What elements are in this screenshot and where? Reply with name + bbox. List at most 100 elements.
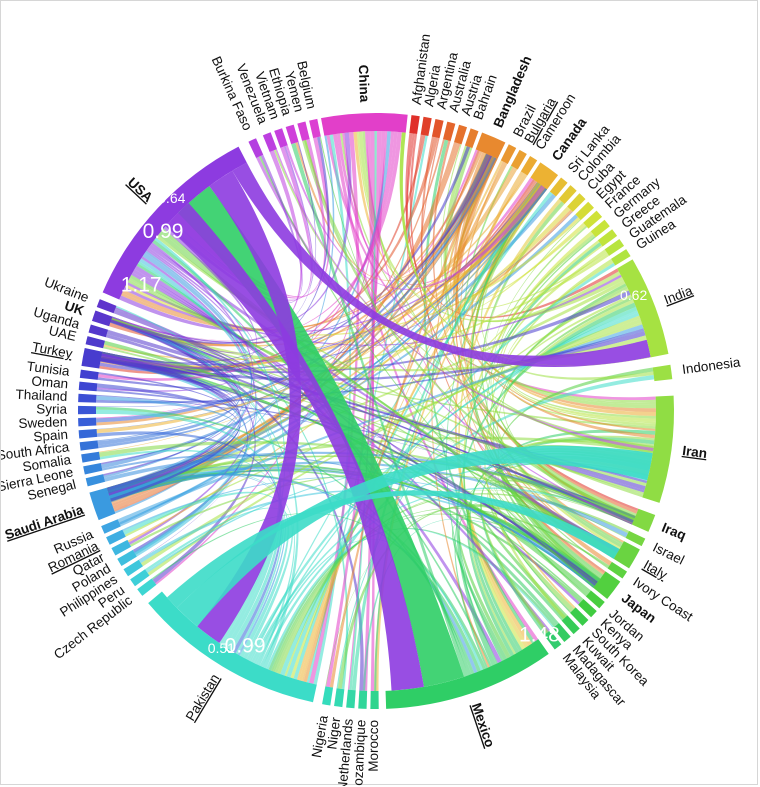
arc-thailand (78, 393, 97, 403)
arc-tunisia (79, 369, 99, 380)
flow-ribbon (453, 151, 656, 412)
flow-ribbon (172, 138, 326, 299)
label-india: India (662, 283, 695, 308)
arc-brazil (500, 144, 517, 164)
label-pakistan: Pakistan (183, 671, 223, 723)
value-label-pakistan: 0.99 (225, 635, 266, 658)
arc-austria (454, 124, 468, 145)
flow-ribbon (306, 135, 428, 683)
arc-australia (443, 121, 456, 142)
flow-ribbon (107, 252, 253, 494)
arc-italy (613, 541, 640, 569)
value-label-usa: 1.17 (121, 274, 162, 297)
arc-netherlands (346, 689, 356, 709)
arc-ivory-coast (607, 561, 628, 579)
arc-germany (590, 219, 610, 238)
arc-venezuela (262, 132, 277, 152)
arc-afghanistan (409, 115, 420, 135)
arc-ukraine (96, 299, 117, 314)
arc-mozambique (358, 690, 368, 709)
flow-ribbon (497, 367, 654, 588)
label-nigeria: Nigeria (309, 714, 331, 759)
arc-yemen (297, 121, 310, 141)
label-algeria: Algeria (421, 63, 443, 107)
ribbon-usa-india (232, 162, 651, 368)
label-spain: Spain (33, 427, 69, 445)
arc-nigeria (322, 686, 334, 706)
arc-burkina-faso (248, 138, 264, 158)
flow-ribbon (274, 493, 630, 673)
arc-oman (78, 381, 98, 392)
label-turkey: Turkey (31, 339, 74, 361)
label-usa: USA (125, 175, 156, 206)
arc-peru (130, 569, 150, 587)
label-netherlands: Netherlands (335, 718, 356, 786)
arc-uganda (88, 324, 109, 338)
arc-indonesia (652, 364, 673, 382)
flow-ribbon (101, 454, 595, 588)
arc-bahrain (464, 128, 479, 149)
flow-ribbon (423, 139, 536, 644)
flow-ribbon (431, 153, 490, 668)
arc-jordan (585, 590, 605, 609)
flow-ribbon (109, 316, 244, 499)
flow-ribbon (291, 142, 469, 677)
value-label-usa: 0.64 (158, 190, 185, 206)
arc-usa (102, 146, 247, 300)
arc-mexico (385, 639, 549, 709)
label-niger: Niger (324, 716, 343, 750)
arc-ethiopia (285, 124, 299, 145)
arc-bangladesh (475, 132, 506, 159)
arc-argentina (431, 118, 444, 139)
arc-sweden (78, 417, 97, 427)
arc-algeria (420, 116, 432, 136)
arc-saudi-arabia (89, 487, 116, 521)
arc-russia (101, 519, 121, 534)
flow-ribbon (347, 131, 382, 690)
arc-pakistan (148, 591, 317, 703)
value-label-pakistan: 0.51 (208, 640, 235, 656)
arc-belgium (309, 118, 321, 139)
arc-kenya (578, 599, 597, 618)
flow-ribbon (490, 258, 613, 582)
arc-greece (597, 229, 618, 247)
label-iraq: Iraq (660, 520, 689, 543)
label-morocco: Morocco (366, 720, 381, 772)
flow-ribbon (145, 507, 293, 660)
flow-ribbon (133, 258, 258, 555)
arc-niger (334, 688, 345, 708)
arc-guinea (611, 249, 631, 266)
label-thailand: Thailand (15, 387, 67, 404)
value-label-mexico: 1.48 (519, 623, 560, 646)
arc-guatemala (604, 239, 625, 256)
arc-france (583, 210, 603, 229)
arc-canada (530, 162, 559, 190)
ribbon-layer (95, 131, 656, 692)
arc-south-africa (79, 440, 99, 451)
label-china: China (356, 64, 372, 103)
arc-sri-lanka (549, 177, 568, 197)
arc-china (321, 112, 408, 136)
value-label-layer: 1.170.990.640.621.480.990.51 (121, 190, 648, 657)
arc-iraq (631, 508, 656, 532)
ribbon-pakistan-iran (176, 445, 653, 627)
label-layer: China AfghanistanAlgeriaArgentinaAustrali… (1, 33, 742, 786)
arc-colombia (558, 185, 577, 205)
arc-vietnam (274, 128, 288, 148)
arc-malaysia (543, 630, 562, 650)
arc-israel (625, 530, 646, 547)
flow-ribbon (103, 250, 252, 478)
arc-madagascar (552, 622, 571, 642)
label-oman: Oman (31, 373, 69, 391)
arc-sierra-leone (83, 463, 103, 475)
arc-cuba (567, 193, 586, 212)
arc-bulgaria (510, 149, 527, 170)
value-label-india: 0.62 (620, 287, 647, 303)
label-indonesia: Indonesia (681, 354, 741, 377)
flow-ribbon (111, 317, 644, 495)
arc-romania (106, 529, 126, 545)
label-mozambique: Mozambique (350, 719, 369, 786)
arc-japan (593, 571, 621, 600)
label-uae: UAE (47, 323, 78, 344)
